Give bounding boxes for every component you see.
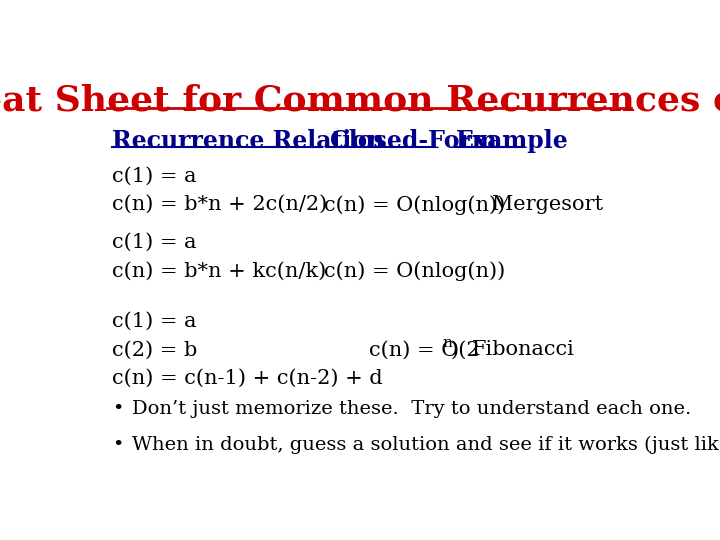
Text: c(n) = b*n + 2c(n/2): c(n) = b*n + 2c(n/2) [112, 195, 328, 214]
Text: Mergesort: Mergesort [492, 195, 603, 214]
Text: c(n) = c(n-1) + c(n-2) + d: c(n) = c(n-1) + c(n-2) + d [112, 369, 383, 388]
Text: Cheat Sheet for Common Recurrences cont.: Cheat Sheet for Common Recurrences cont. [0, 84, 720, 118]
Text: Don’t just memorize these.  Try to understand each one.: Don’t just memorize these. Try to unders… [132, 400, 691, 417]
Text: n: n [443, 336, 453, 350]
Text: c(n) = b*n + kc(n/k): c(n) = b*n + kc(n/k) [112, 261, 327, 280]
Text: c(1) = a: c(1) = a [112, 233, 197, 252]
Text: Recurrence Relation: Recurrence Relation [112, 129, 384, 153]
Text: •: • [112, 400, 124, 417]
Text: c(2) = b: c(2) = b [112, 341, 197, 360]
Text: Closed-Form: Closed-Form [330, 129, 497, 153]
Text: ): ) [451, 341, 459, 360]
Text: c(n) = O(nlog(n)): c(n) = O(nlog(n)) [324, 195, 505, 214]
Text: c(1) = a: c(1) = a [112, 167, 197, 186]
Text: •: • [112, 436, 124, 454]
Text: c(n) = O(nlog(n)): c(n) = O(nlog(n)) [324, 261, 505, 281]
Text: When in doubt, guess a solution and see if it works (just like with integration): When in doubt, guess a solution and see … [132, 436, 720, 454]
Text: Fibonacci: Fibonacci [472, 341, 575, 360]
Text: c(1) = a: c(1) = a [112, 312, 197, 331]
Text: Example: Example [456, 129, 568, 153]
Text: c(n) = O(2: c(n) = O(2 [369, 341, 480, 360]
